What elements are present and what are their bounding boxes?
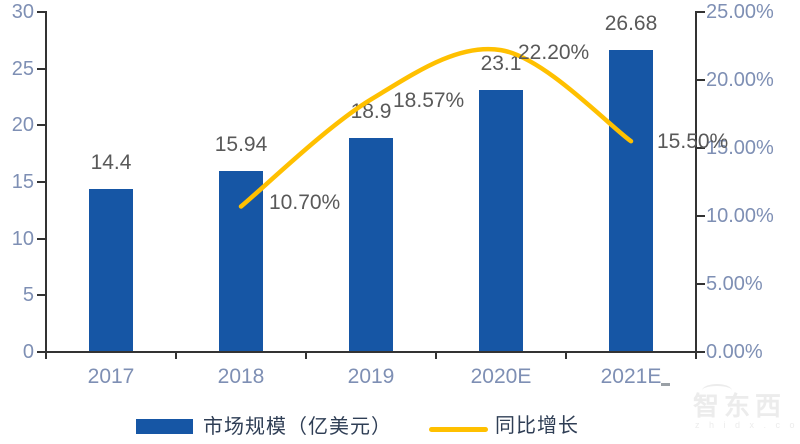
y-axis-right-tick-label: 5.00% (706, 273, 763, 295)
y-axis-left-line (45, 11, 47, 353)
stray-mark (661, 383, 670, 386)
y-axis-left-tick-label: 10 (11, 227, 34, 250)
x-axis-tick (305, 353, 307, 359)
y-axis-right-tick-label: 0.00% (706, 341, 763, 363)
bar (609, 49, 653, 351)
y-axis-right-tick-label: 10.00% (706, 205, 774, 227)
y-axis-left-tick-label: 0 (22, 341, 34, 363)
y-axis-left-tick (37, 181, 45, 183)
y-axis-left-tick-label: 20 (11, 114, 34, 137)
x-axis-tick (45, 353, 47, 359)
y-axis-right-tick (697, 351, 705, 353)
bar-value-label: 26.68 (604, 11, 658, 35)
y-axis-left-tick-label: 15 (11, 171, 34, 193)
y-axis-left-tick (37, 11, 45, 13)
bar (479, 90, 523, 351)
y-axis-right-tick-label: 25.00% (706, 1, 774, 23)
x-axis-category-label: 2018 (217, 365, 265, 388)
y-axis-right-line (695, 11, 697, 353)
x-axis-tick (435, 353, 437, 359)
x-axis-tick (695, 353, 697, 359)
y-axis-right-tick (697, 215, 705, 217)
line-point-label: 22.20% (518, 41, 590, 65)
x-axis-category-label: 2021E (600, 365, 662, 388)
y-axis-right-tick (697, 147, 705, 149)
y-axis-left-tick-label: 25 (11, 57, 34, 80)
y-axis-right-tick (697, 79, 705, 81)
x-axis-tick (175, 353, 177, 359)
legend-line-swatch (429, 427, 488, 432)
x-axis-category-label: 2017 (87, 365, 135, 388)
y-axis-right-tick-label: 15.00% (706, 137, 774, 159)
y-axis-left-tick (37, 351, 45, 353)
bar-value-label: 15.94 (214, 133, 268, 157)
bar (349, 137, 393, 351)
bar-value-label: 14.4 (90, 150, 132, 174)
legend-bar-swatch (136, 419, 193, 434)
line-point-label: 15.50% (657, 130, 729, 154)
line-point-label: 10.70% (269, 191, 341, 215)
bar-value-label: 23.1 (480, 52, 522, 76)
bar (89, 188, 133, 351)
bar (219, 171, 263, 351)
y-axis-left-tick-label: 30 (11, 1, 34, 23)
y-axis-left-tick (37, 237, 45, 240)
x-axis-line (45, 351, 697, 353)
legend-line-label: 同比增长 (495, 415, 579, 437)
y-axis-left-tick (37, 67, 45, 70)
y-axis-left-tick-label: 5 (22, 284, 34, 307)
watermark-logo-text: 智东西 (693, 391, 787, 421)
x-axis-category-label: 2020E (470, 365, 532, 388)
y-axis-left-tick (37, 294, 45, 297)
legend-bar-label: 市场规模（亿美元） (203, 416, 392, 438)
watermark-sub-text: z h i d x . c o m (695, 420, 800, 430)
y-axis-right-tick-label: 20.00% (706, 69, 774, 91)
x-axis-category-label: 2019 (347, 365, 395, 388)
watermark-arc-icon (702, 384, 732, 397)
y-axis-right-tick (697, 283, 705, 285)
line-point-label: 18.57% (393, 89, 465, 113)
y-axis-right-tick (697, 11, 705, 13)
x-axis-tick (565, 353, 567, 359)
y-axis-left-tick (37, 124, 45, 127)
